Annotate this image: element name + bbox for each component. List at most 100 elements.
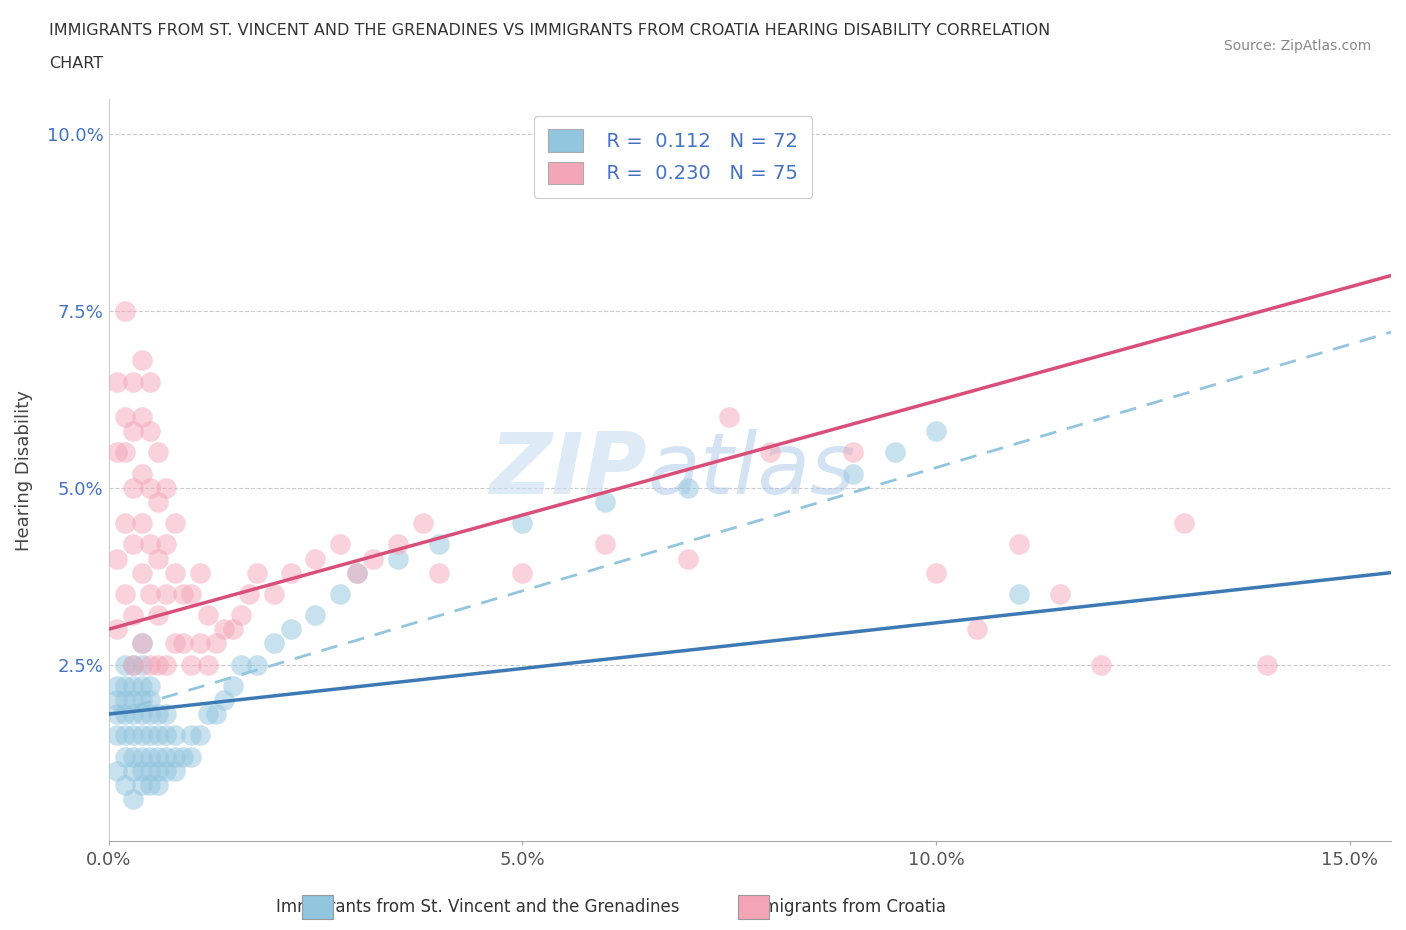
Point — [139, 424, 162, 439]
Point — [131, 409, 153, 424]
Legend:   R =  0.112   N = 72,   R =  0.230   N = 75: R = 0.112 N = 72, R = 0.230 N = 75 — [534, 116, 811, 198]
Point — [346, 565, 368, 580]
Point — [188, 728, 211, 743]
Text: atlas: atlas — [647, 429, 855, 512]
Point — [966, 622, 988, 637]
Point — [1049, 587, 1071, 602]
Point — [214, 622, 236, 637]
Point — [1173, 516, 1195, 531]
Point — [180, 750, 202, 764]
Point — [676, 480, 699, 495]
Point — [163, 516, 186, 531]
Point — [842, 445, 865, 459]
Point — [122, 764, 145, 778]
Point — [510, 565, 533, 580]
Point — [246, 565, 269, 580]
Point — [114, 409, 136, 424]
Point — [146, 607, 169, 622]
Point — [114, 587, 136, 602]
Point — [114, 658, 136, 672]
Point — [759, 445, 782, 459]
Point — [883, 445, 905, 459]
Point — [304, 551, 326, 566]
Point — [131, 466, 153, 481]
Point — [146, 445, 169, 459]
Point — [412, 516, 434, 531]
Point — [180, 728, 202, 743]
Point — [139, 728, 162, 743]
Text: Immigrants from St. Vincent and the Grenadines: Immigrants from St. Vincent and the Gren… — [277, 897, 679, 916]
Point — [139, 707, 162, 722]
Point — [205, 636, 228, 651]
Point — [1090, 658, 1112, 672]
Point — [146, 495, 169, 510]
Point — [246, 658, 269, 672]
Point — [122, 678, 145, 693]
Point — [263, 587, 285, 602]
Point — [188, 636, 211, 651]
Point — [146, 764, 169, 778]
Y-axis label: Hearing Disability: Hearing Disability — [15, 390, 32, 551]
Point — [155, 480, 177, 495]
Point — [304, 607, 326, 622]
Point — [105, 374, 128, 389]
Point — [146, 658, 169, 672]
Point — [139, 678, 162, 693]
Point — [1256, 658, 1278, 672]
Point — [131, 516, 153, 531]
Point — [155, 707, 177, 722]
Point — [139, 374, 162, 389]
Point — [329, 587, 352, 602]
Point — [122, 750, 145, 764]
Point — [122, 791, 145, 806]
Point — [387, 551, 409, 566]
Point — [105, 678, 128, 693]
Text: Immigrants from Croatia: Immigrants from Croatia — [741, 897, 946, 916]
Point — [146, 750, 169, 764]
Point — [155, 750, 177, 764]
Text: IMMIGRANTS FROM ST. VINCENT AND THE GRENADINES VS IMMIGRANTS FROM CROATIA HEARIN: IMMIGRANTS FROM ST. VINCENT AND THE GREN… — [49, 23, 1050, 38]
Point — [387, 537, 409, 551]
Point — [105, 551, 128, 566]
Point — [131, 658, 153, 672]
Point — [205, 707, 228, 722]
Point — [122, 424, 145, 439]
Point — [180, 587, 202, 602]
Point — [263, 636, 285, 651]
Point — [163, 764, 186, 778]
Point — [221, 678, 243, 693]
Point — [114, 728, 136, 743]
Point — [139, 658, 162, 672]
Point — [197, 658, 219, 672]
Point — [139, 764, 162, 778]
Point — [114, 750, 136, 764]
Point — [163, 750, 186, 764]
Point — [155, 658, 177, 672]
Point — [155, 587, 177, 602]
Point — [1008, 537, 1031, 551]
Point — [131, 353, 153, 368]
Point — [105, 445, 128, 459]
Point — [197, 707, 219, 722]
Text: CHART: CHART — [49, 56, 103, 71]
Point — [510, 516, 533, 531]
Point — [429, 565, 451, 580]
Point — [122, 607, 145, 622]
Point — [172, 750, 194, 764]
Point — [139, 537, 162, 551]
Point — [163, 636, 186, 651]
Point — [280, 565, 302, 580]
Point — [114, 693, 136, 708]
Point — [172, 636, 194, 651]
Point — [122, 480, 145, 495]
Point — [718, 409, 741, 424]
Point — [163, 565, 186, 580]
Point — [114, 303, 136, 318]
Point — [131, 565, 153, 580]
Point — [131, 678, 153, 693]
Point — [1008, 587, 1031, 602]
Point — [329, 537, 352, 551]
Point — [229, 607, 252, 622]
Point — [146, 707, 169, 722]
Point — [131, 636, 153, 651]
